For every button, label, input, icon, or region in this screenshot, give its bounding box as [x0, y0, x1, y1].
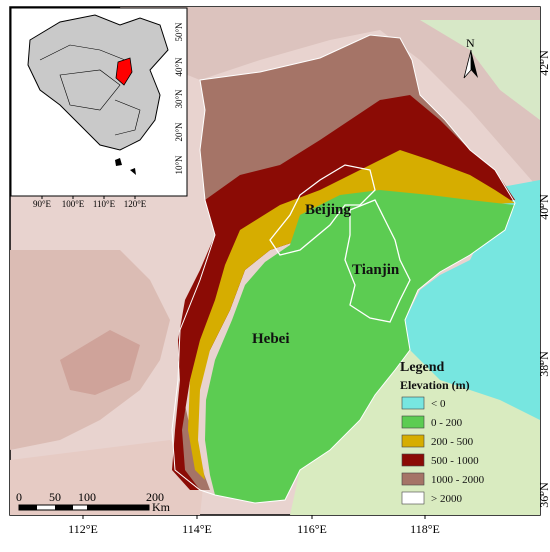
- scale-label-0: 0: [16, 490, 22, 504]
- inset-lat-tick-30: 30°N: [174, 89, 184, 109]
- place-label-tianjin: Tianjin: [352, 262, 400, 278]
- inset-map: 90°E 100°E 110°E 120°E 50°N 40°N 30°N 20…: [10, 7, 188, 209]
- scale-segment-3: [87, 505, 149, 510]
- hill-region: [188, 150, 515, 480]
- legend-items: < 0 0 - 200 200 - 500 500 - 1000 1000 - 2000…: [401, 396, 485, 505]
- scale-bar: 0 50 100 200 Km: [16, 490, 171, 514]
- legend-label: > 2000: [431, 493, 462, 505]
- north-arrow: N: [463, 36, 478, 79]
- legend: Legend Elevation (m) < 0 0 - 200 200 - 500…: [400, 360, 485, 505]
- legend-swatch: [401, 396, 425, 410]
- place-label-beijing: Beijing: [305, 202, 351, 218]
- surrounding-highland: [60, 330, 140, 395]
- inset-island-2: [130, 168, 136, 175]
- scale-unit: Km: [152, 500, 171, 514]
- inset-lat-tick-20: 20°N: [174, 122, 184, 142]
- lat-tick-36: 36°N: [537, 482, 550, 508]
- north-arrow-label: N: [466, 36, 475, 50]
- scale-label-100: 100: [78, 490, 96, 504]
- inset-lat-tick-10: 10°N: [174, 155, 184, 175]
- lon-tick-118: 118°E: [410, 522, 440, 536]
- legend-label: 0 - 200: [431, 417, 463, 429]
- legend-swatch: [401, 472, 425, 486]
- inset-province-lines: [59, 69, 121, 111]
- legend-label: 500 - 1000: [431, 455, 479, 467]
- lat-tick-42: 42°N: [537, 50, 550, 76]
- surrounding-terrain: [120, 7, 540, 190]
- hebei-boundary: [171, 34, 516, 504]
- bohai-sea: [405, 180, 540, 420]
- inset-lat-tick-50: 50°N: [174, 22, 184, 42]
- lat-tick-40: 40°N: [537, 194, 550, 220]
- surrounding-terrain-south: [10, 440, 205, 515]
- inset-province-lines-3: [114, 99, 141, 136]
- scale-segment-2: [55, 505, 73, 510]
- lon-tick-116: 116°E: [297, 522, 327, 536]
- inset-lon-tick-100: 100°E: [62, 199, 85, 209]
- inset-lon-tick-110: 110°E: [93, 199, 116, 209]
- beijing-boundary: [269, 164, 376, 256]
- legend-swatch: [401, 453, 425, 467]
- lat-tick-38: 38°N: [537, 351, 550, 377]
- place-label-hebei: Hebei: [252, 331, 290, 347]
- north-arrow-right: [463, 49, 472, 79]
- legend-swatch: [401, 491, 425, 505]
- inset-lon-tick-90: 90°E: [33, 199, 52, 209]
- longitude-axis: 112°E 114°E 116°E 118°E: [68, 515, 440, 536]
- legend-label: 200 - 500: [431, 436, 474, 448]
- surrounding-lowland-ne: [420, 20, 540, 120]
- inset-lat-tick-40: 40°N: [174, 57, 184, 77]
- plain-region: [205, 190, 515, 503]
- scale-segment-1: [19, 505, 37, 510]
- latitude-axis: 42°N 40°N 38°N 36°N: [537, 50, 550, 508]
- legend-label: < 0: [431, 398, 446, 410]
- tianjin-boundary: [344, 199, 411, 323]
- inset-island: [115, 158, 122, 166]
- legend-subtitle: Elevation (m): [400, 378, 470, 392]
- scale-label-200: 200: [146, 490, 164, 504]
- scale-label-50: 50: [49, 490, 61, 504]
- inset-lon-tick-120: 120°E: [124, 199, 147, 209]
- legend-label: 1000 - 2000: [431, 474, 485, 486]
- north-arrow-left: [471, 50, 478, 78]
- legend-title: Legend: [400, 360, 445, 375]
- legend-swatch: [401, 415, 425, 429]
- study-area-highlight: [115, 57, 133, 86]
- lon-tick-112: 112°E: [68, 522, 98, 536]
- legend-swatch: [401, 434, 425, 448]
- lon-tick-114: 114°E: [182, 522, 212, 536]
- inset-province-lines-2: [39, 44, 126, 61]
